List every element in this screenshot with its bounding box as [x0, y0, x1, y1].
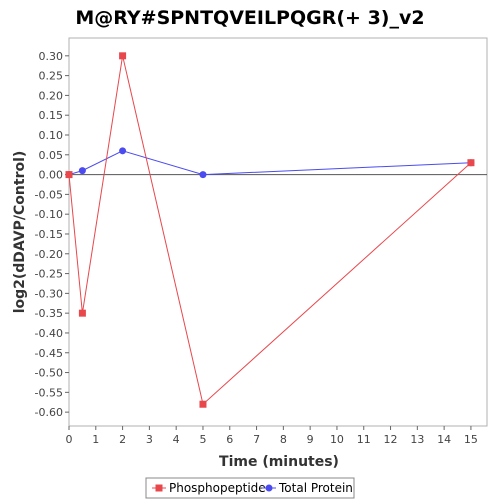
y-tick-label: -0.35: [35, 307, 63, 320]
x-tick-label: 12: [384, 433, 398, 446]
y-tick-label: -0.30: [35, 287, 63, 300]
series-group: [65, 52, 475, 408]
x-tick-label: 1: [92, 433, 99, 446]
legend-label: Phosphopeptide: [169, 481, 266, 495]
x-tick-label: 2: [119, 433, 126, 446]
x-tick-label: 11: [357, 433, 371, 446]
x-axis-label: Time (minutes): [219, 454, 339, 470]
y-tick-label: 0.25: [39, 70, 64, 83]
legend-label: Total Protein: [278, 481, 353, 495]
y-tick-label: -0.25: [35, 268, 63, 281]
legend: Phosphopeptide Total Protein: [145, 477, 355, 499]
y-tick-label: 0.15: [39, 109, 64, 122]
y-tick-label: -0.10: [35, 208, 63, 221]
data-point-phosphopeptide: [199, 400, 207, 408]
data-point-total-protein: [199, 171, 207, 179]
y-tick-label: -0.50: [35, 367, 63, 380]
x-tick-label: 7: [253, 433, 260, 446]
legend-marker: [155, 484, 163, 492]
data-point-phosphopeptide: [78, 309, 86, 317]
y-tick-label: 0.05: [39, 149, 64, 162]
x-tick-label: 9: [307, 433, 314, 446]
plot-area: [68, 37, 488, 427]
y-tick-label: -0.55: [35, 386, 63, 399]
chart-title: M@RY#SPNTQVEILPQGR(+ 3)_v2: [75, 7, 424, 29]
legend-item-phosphopeptide: Phosphopeptide: [152, 481, 266, 495]
y-tick-label: 0.30: [39, 50, 64, 63]
x-tick-label: 15: [464, 433, 478, 446]
y-tick-label: -0.20: [35, 248, 63, 261]
legend-marker: [265, 484, 273, 492]
data-point-phosphopeptide: [467, 159, 475, 167]
x-tick-label: 14: [437, 433, 451, 446]
x-tick-label: 6: [226, 433, 233, 446]
y-axis-label: log2(dDAVP/Control): [12, 151, 28, 314]
y-tick-label: 0.00: [39, 169, 64, 182]
x-tick-label: 13: [410, 433, 424, 446]
y-tick-label: 0.10: [39, 129, 64, 142]
y-tick-label: 0.20: [39, 89, 64, 102]
x-tick-label: 3: [146, 433, 153, 446]
data-point-total-protein: [119, 147, 127, 155]
legend-box: [145, 477, 355, 499]
y-tick-label: -0.45: [35, 347, 63, 360]
legend-item-total-protein: Total Protein: [262, 481, 353, 495]
x-tick-label: 8: [280, 433, 287, 446]
data-point-total-protein: [78, 167, 86, 175]
data-point-phosphopeptide: [119, 52, 127, 60]
x-axis: 0 1 2 3 4 5 6 7 8 9 10 11 12 13 14 15: [66, 426, 478, 446]
y-axis: 0.30 0.25 0.20 0.15 0.10 0.05 0.00 -0.05 -0.10 -0…: [35, 50, 69, 419]
x-tick-label: 0: [66, 433, 73, 446]
y-tick-label: -0.40: [35, 327, 63, 340]
x-tick-label: 5: [199, 433, 206, 446]
y-tick-label: -0.60: [35, 406, 63, 419]
y-tick-label: -0.05: [35, 188, 63, 201]
data-point-phosphopeptide: [65, 171, 73, 179]
x-tick-label: 4: [173, 433, 180, 446]
x-tick-label: 10: [330, 433, 344, 446]
y-tick-label: -0.15: [35, 228, 63, 241]
